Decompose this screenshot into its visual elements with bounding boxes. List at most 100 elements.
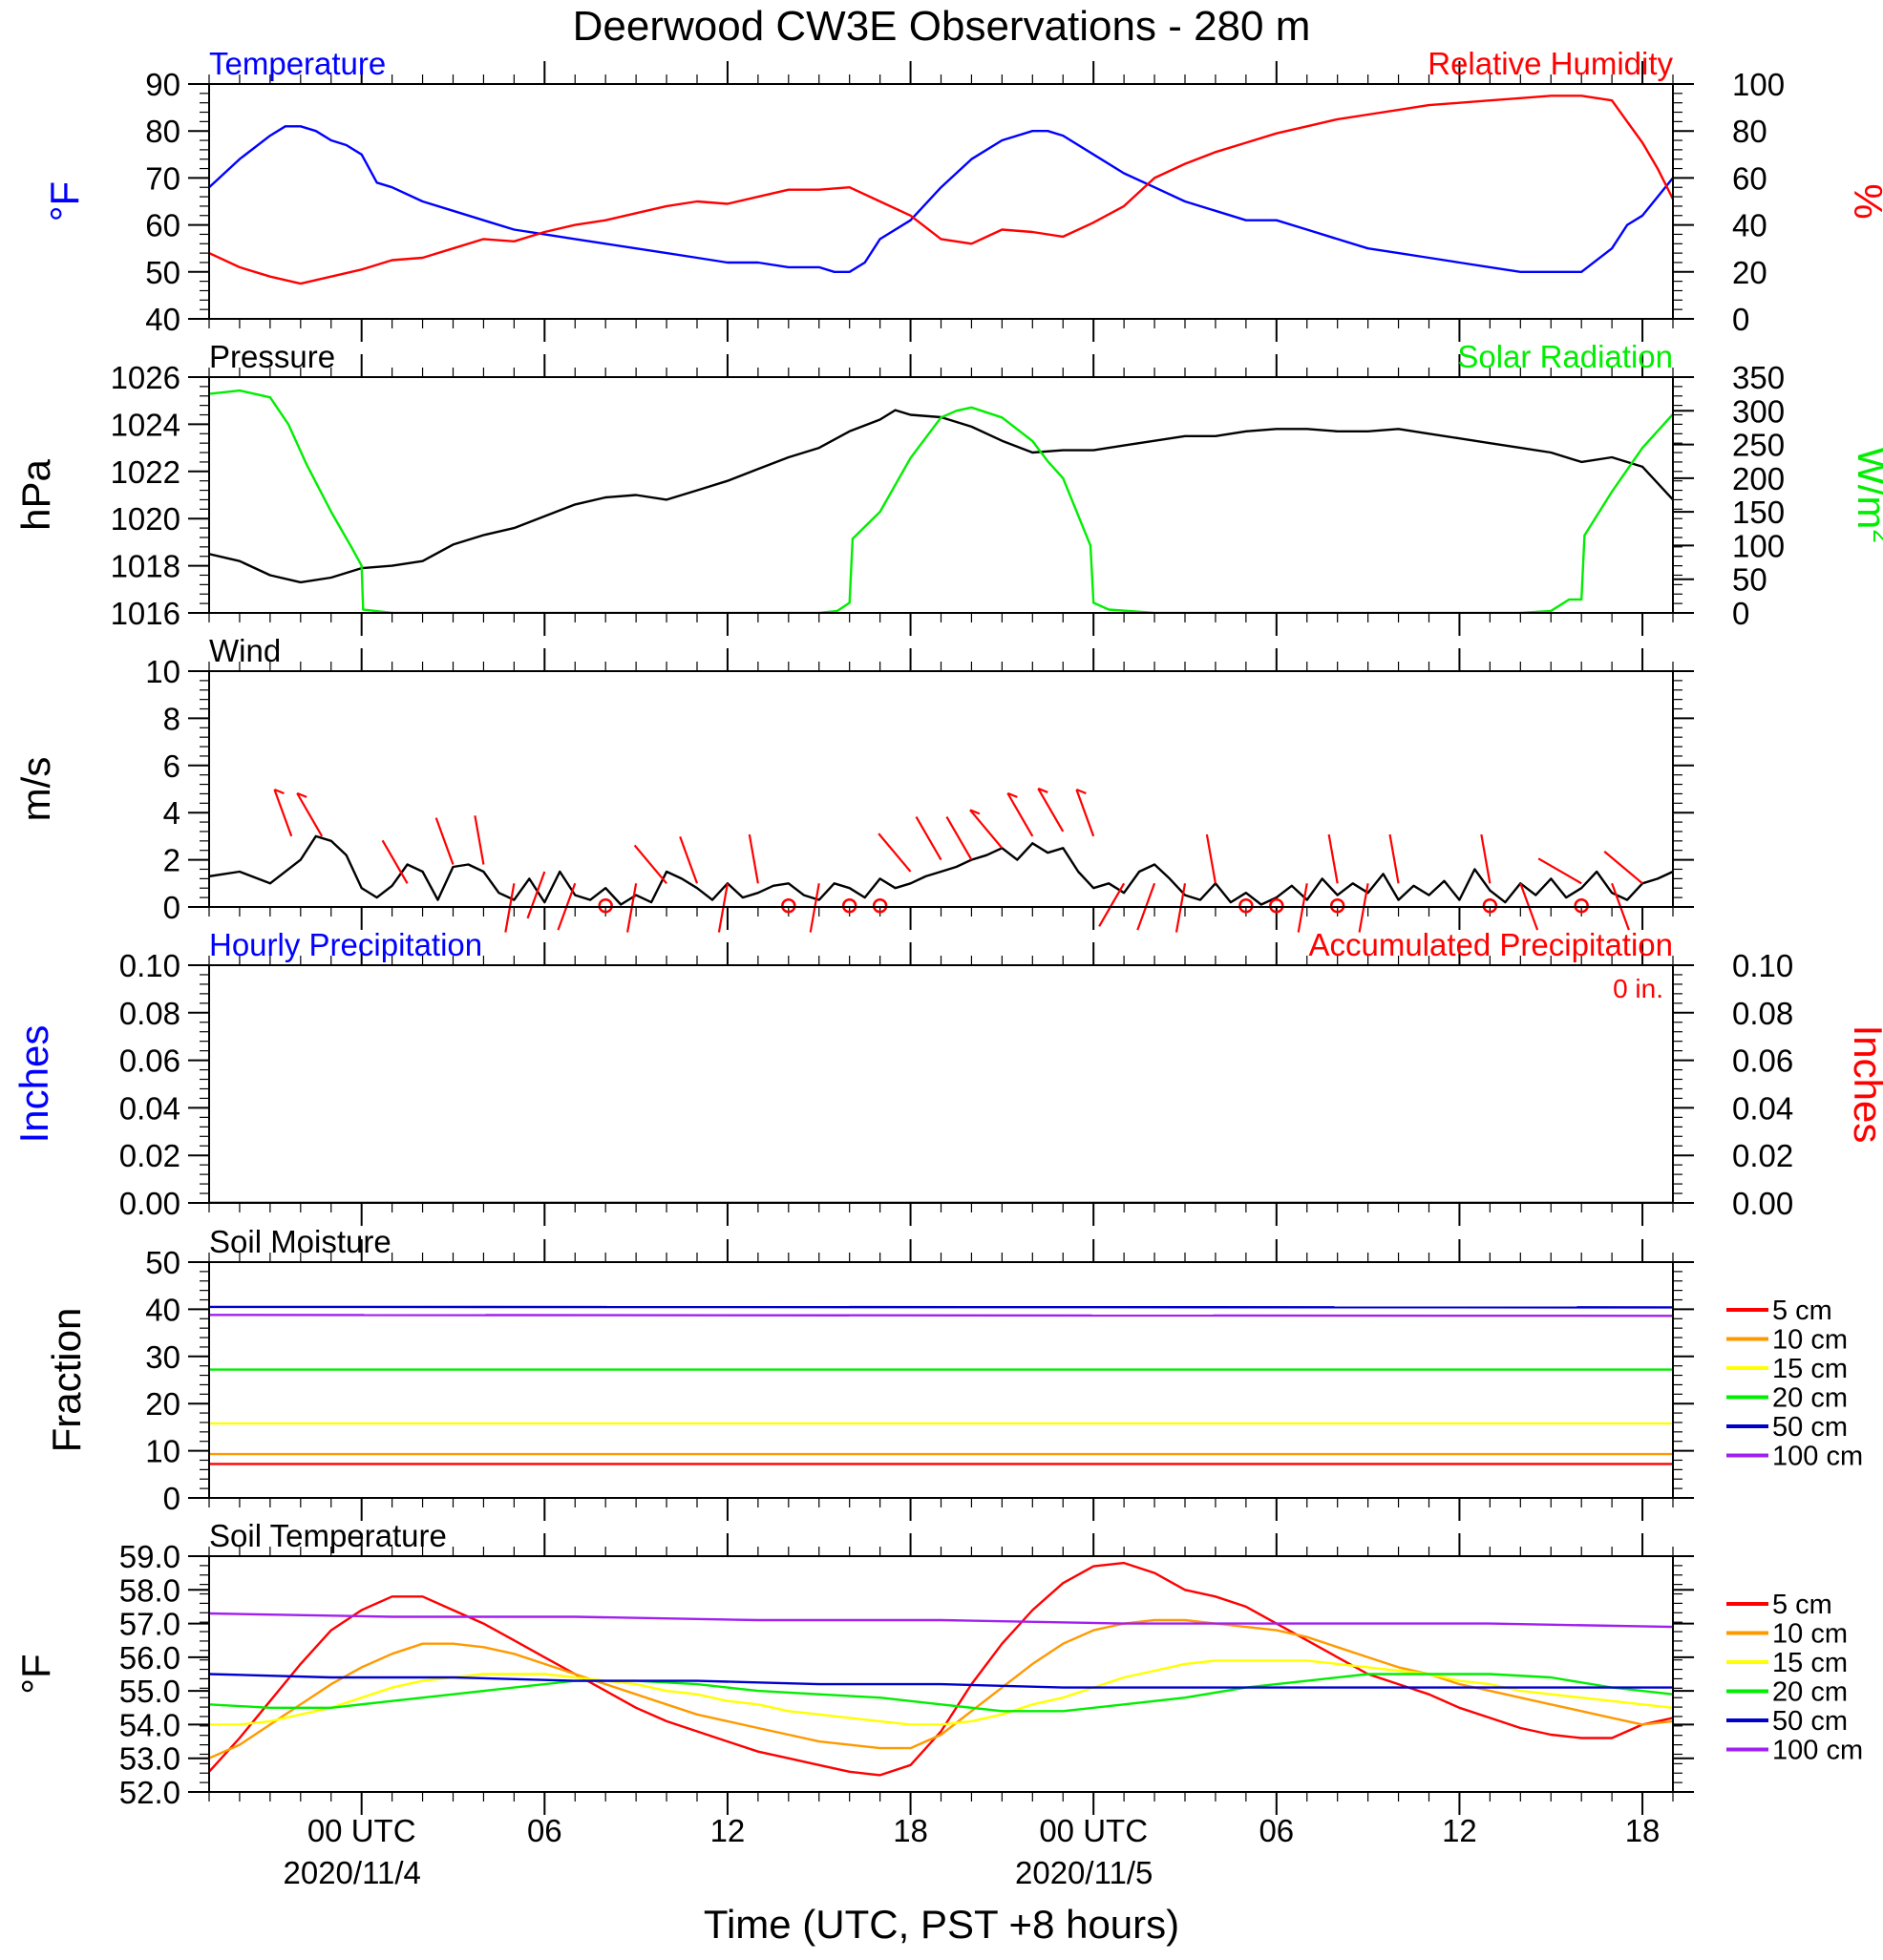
wind-barb [296, 792, 324, 837]
units-text: % [1846, 183, 1883, 219]
panel-frame [208, 83, 1674, 320]
panel-frame [208, 1555, 1674, 1793]
series-100-cm [209, 1314, 1673, 1317]
y-tick-label: 0.06 [119, 1043, 180, 1079]
y-tick-label: 0 [163, 890, 180, 925]
series-wind [209, 834, 1673, 906]
calm-marker [598, 898, 613, 914]
series-group [209, 834, 1673, 906]
wind-barb-flag [1037, 787, 1048, 793]
figure-title: Deerwood CW3E Observations - 280 m [573, 3, 1311, 50]
panel-right-units: % [1846, 183, 1883, 219]
x-tick-label: 12 [1442, 1813, 1477, 1848]
wind-barb-flag [969, 809, 981, 815]
y-tick-label: 6 [163, 748, 180, 784]
panel-left-label: Pressure [209, 339, 335, 374]
y-right-tick-label: 0 [1732, 596, 1749, 631]
panel-right-units: Inches [1846, 1025, 1883, 1144]
legend-label: 20 cm [1772, 1677, 1848, 1708]
y-right-tick-label: 350 [1732, 360, 1785, 395]
series-5-cm [209, 1561, 1673, 1777]
accumulated-total: 0 in. [1613, 974, 1663, 1003]
y-tick-label: 40 [145, 1292, 180, 1327]
legend-label: 20 cm [1772, 1383, 1848, 1414]
y-right-tick-label: 0.10 [1732, 948, 1793, 983]
y-tick-label: 1016 [111, 596, 180, 631]
legend-label: 50 cm [1772, 1412, 1848, 1443]
y-tick-label: 50 [145, 255, 180, 290]
calm-marker [1269, 898, 1284, 914]
y-tick-label: 0.10 [119, 948, 180, 983]
legend-label: 100 cm [1772, 1442, 1863, 1472]
y-tick-label: 0 [163, 1481, 180, 1516]
y-right-tick-label: 40 [1732, 208, 1767, 243]
panel-left-units: Fraction [44, 1308, 89, 1453]
y-tick-label: 58.0 [119, 1572, 180, 1608]
y-tick-label: 1020 [111, 501, 180, 537]
series-pressure [209, 409, 1673, 584]
y-right-tick-label: 0.02 [1732, 1138, 1793, 1173]
y-tick-label: 0.08 [119, 996, 180, 1031]
y-tick-label: 52.0 [119, 1775, 180, 1810]
y-tick-label: 50 [145, 1245, 180, 1280]
y-tick-label: 10 [145, 654, 180, 689]
series-20-cm [209, 1673, 1673, 1713]
wind-barb [915, 816, 942, 861]
x-tick-label: 18 [893, 1813, 928, 1848]
series-100-cm [209, 1612, 1673, 1629]
wind-barb [1075, 789, 1095, 837]
y-tick-label: 20 [145, 1386, 180, 1422]
y-tick-label: 30 [145, 1339, 180, 1375]
wind-barb [526, 871, 546, 919]
wind-barb-flag [1075, 789, 1087, 795]
y-tick-label: 80 [145, 114, 180, 149]
series-group [209, 95, 1673, 285]
legend-label: 5 cm [1772, 1296, 1832, 1326]
wind-barb [1480, 833, 1492, 884]
wind-barb-flag [296, 791, 307, 798]
x-tick-date: 2020/11/4 [284, 1855, 421, 1890]
y-tick-label: 2 [163, 843, 180, 878]
wind-barb [1388, 833, 1400, 884]
y-right-tick-label: 0.00 [1732, 1186, 1793, 1221]
x-tick-label: 18 [1625, 1813, 1661, 1848]
series-50-cm [209, 1673, 1673, 1689]
panel-left-units: °F [13, 1654, 58, 1694]
panel-left-label: Wind [209, 633, 281, 668]
calm-marker [1238, 898, 1254, 914]
wind-barb [679, 836, 699, 884]
panel-frame [208, 376, 1674, 614]
y-tick-label: 57.0 [119, 1607, 180, 1642]
panel-left-label: Temperature [209, 46, 386, 81]
y-right-tick-label: 0.06 [1732, 1043, 1793, 1079]
panel-right-label: Accumulated Precipitation [1308, 927, 1673, 962]
y-right-tick-label: 80 [1732, 114, 1767, 149]
y-right-tick-label: 150 [1732, 495, 1785, 530]
legend-label: 15 cm [1772, 1648, 1848, 1678]
panel-left-units: hPa [13, 458, 58, 530]
y-tick-label: 56.0 [119, 1640, 180, 1675]
legend-label: 50 cm [1772, 1706, 1848, 1737]
panel-frame [208, 670, 1674, 908]
panel-temp_rh: 40 50 60 70 80 90 0 20 40 60 80 100 Temperature Relat… [42, 46, 1883, 342]
wind-barb [945, 816, 973, 861]
y-tick-label: 8 [163, 701, 180, 736]
y-right-tick-label: 0.08 [1732, 996, 1793, 1031]
wind-barb [434, 817, 455, 865]
panel-left-label: Soil Moisture [209, 1224, 391, 1259]
panel-right-label: Solar Radiation [1457, 339, 1673, 374]
y-tick-label: 1022 [111, 454, 180, 490]
y-right-tick-label: 60 [1732, 160, 1767, 196]
y-right-tick-label: 20 [1732, 255, 1767, 290]
legend-label: 10 cm [1772, 1325, 1848, 1356]
legend-label: 5 cm [1772, 1590, 1832, 1620]
wind-barb [748, 833, 759, 884]
y-right-tick-label: 200 [1732, 461, 1785, 496]
wind-barb [1205, 833, 1217, 884]
series-group [209, 1561, 1673, 1777]
y-tick-label: 70 [145, 160, 180, 196]
panel-left-units: Inches [11, 1025, 56, 1144]
panel-right-units: W/m2 [1850, 447, 1883, 543]
wind-barb [1537, 857, 1582, 885]
